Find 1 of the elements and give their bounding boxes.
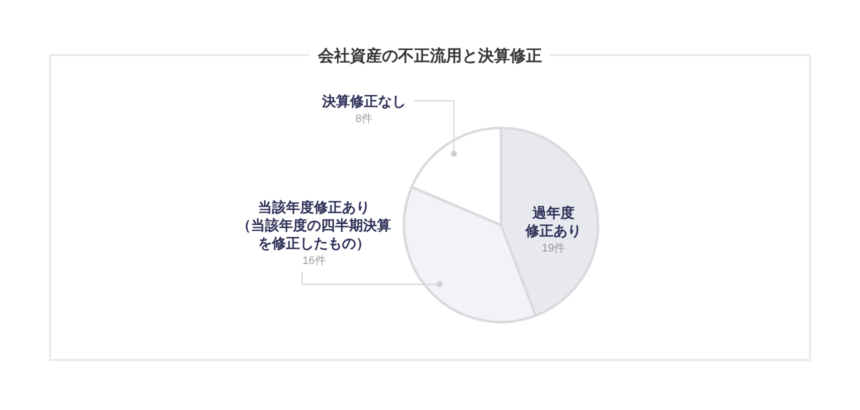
title: 会社資産の不正流用と決算修正 — [318, 48, 542, 65]
